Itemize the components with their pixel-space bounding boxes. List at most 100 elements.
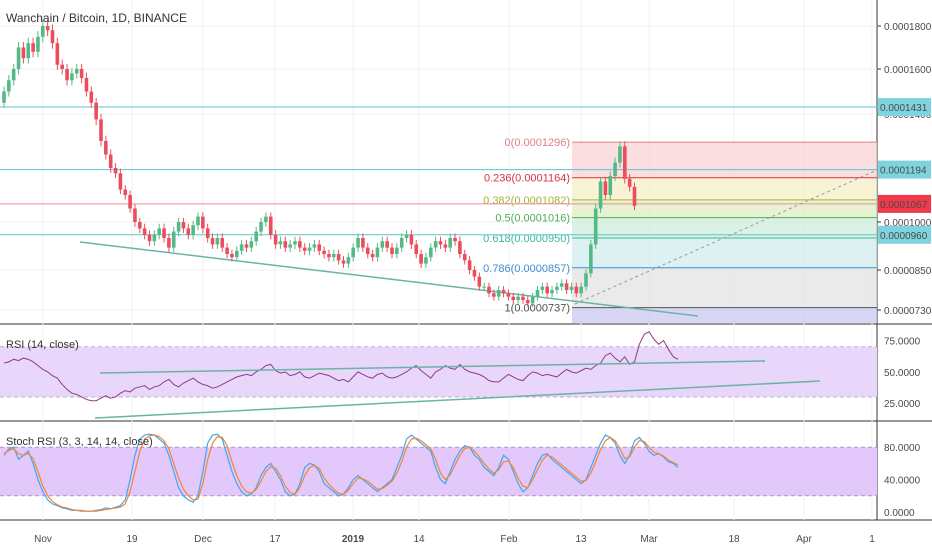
candle-body [535,290,540,297]
candle-body [152,234,157,242]
candle-body [351,247,355,258]
candle-body [191,225,195,235]
candle-body [288,244,292,248]
candle-body [50,30,55,44]
candle-body [414,244,419,254]
candle-body [220,238,225,248]
candle-body [181,222,186,229]
candle-body [307,247,312,251]
candle-body [433,241,438,248]
candle-body [593,208,598,245]
candle-body [210,238,215,245]
time-axis[interactable]: Nov 19 Dec 17 2019 14 Feb 13 Mar 18 Apr 1 [34,534,875,545]
stoch-pane-label: Stoch RSI (3, 3, 14, 14, close) [6,436,153,448]
stoch-band [0,447,877,496]
candle-body [530,296,535,304]
rsi-trend-line-upper[interactable] [99,360,766,374]
candle-body [45,26,50,31]
fib-band [572,307,877,323]
candle-body [26,43,31,59]
candle-body [618,146,622,163]
support-trend-line[interactable] [79,241,699,317]
price-badge[interactable]: 0.0000960 [878,225,931,244]
candle-body [7,80,11,92]
candle-body [545,286,549,294]
candle-body [205,228,210,238]
candle-body [559,283,564,287]
candle-body [244,244,249,248]
candle-body [458,241,462,254]
trend-lines[interactable] [79,169,878,317]
candle-body [65,69,69,81]
candle-body [264,216,268,222]
time-tick-label: 2019 [342,534,365,545]
candle-body [346,257,351,264]
candle-body [608,176,613,195]
candle-body [11,69,16,81]
candle-body [569,286,574,290]
candle-body [336,254,341,261]
candle-body [41,26,45,37]
price-badge[interactable]: 0.0001431 [878,98,931,117]
candle-body [312,244,317,248]
candle-body [453,238,457,242]
stoch-d-line [3,434,679,512]
candle-body [589,244,593,274]
candle-body [327,254,331,258]
candle-body [496,290,501,297]
dashed-trend-line[interactable] [574,169,878,305]
candle-body [74,69,79,74]
candle-body [492,293,496,297]
price-badge[interactable]: 0.0001194 [878,160,931,179]
candle-body [482,286,486,288]
candle-body [104,141,108,155]
candle-body [201,216,205,229]
time-tick-label: 13 [575,534,587,545]
time-tick-label: Apr [796,534,812,545]
candle-body [409,234,414,245]
candle-body [36,36,40,52]
candle-body [429,247,433,258]
candle-body [540,286,545,290]
price-badge-bg [878,98,931,117]
candle-body [273,234,278,245]
candle-body [516,296,520,300]
price-tick-label: 0.0001800 [884,22,932,33]
candle-body [462,254,467,261]
candle-body [298,241,302,248]
candle-body [370,254,375,258]
candle-body [487,286,491,294]
candle-body [419,254,423,264]
candle-body [361,238,365,248]
candle-body [521,296,525,300]
price-axis[interactable]: 0.00018000.00016000.00014000.00010000.00… [877,22,932,317]
price-badge-bg [878,225,931,244]
candle-body [506,293,511,297]
candle-body [118,173,123,190]
fibonacci-retracement[interactable]: 0(0.0001296) 0.236(0.0001164) 0.382(0.0001… [483,137,877,323]
candle-body [438,241,443,245]
candle-body [113,168,118,174]
candle-body [555,286,559,290]
candle-body [215,238,220,245]
rsi-trend-line-lower[interactable] [94,380,821,419]
time-tick-label: Mar [640,534,658,545]
candle-body [293,241,297,245]
stoch-tick-label: 0.0000 [884,508,915,519]
candle-body [31,43,35,52]
candle-body [239,244,244,251]
candle-body [380,241,385,248]
candle-body [574,286,579,294]
candle-body [254,231,258,242]
candle-body [443,244,448,248]
candle-body [623,146,627,179]
candle-body [632,186,637,206]
candle-body [472,270,477,277]
price-badge-label: 0.0000960 [880,231,928,242]
candle-body [147,234,152,242]
candle-body [157,228,161,235]
price-badge[interactable]: 0.0001067 [878,194,931,213]
price-tick-label: 0.0001600 [884,65,932,76]
horizontal-lines[interactable] [0,106,877,236]
